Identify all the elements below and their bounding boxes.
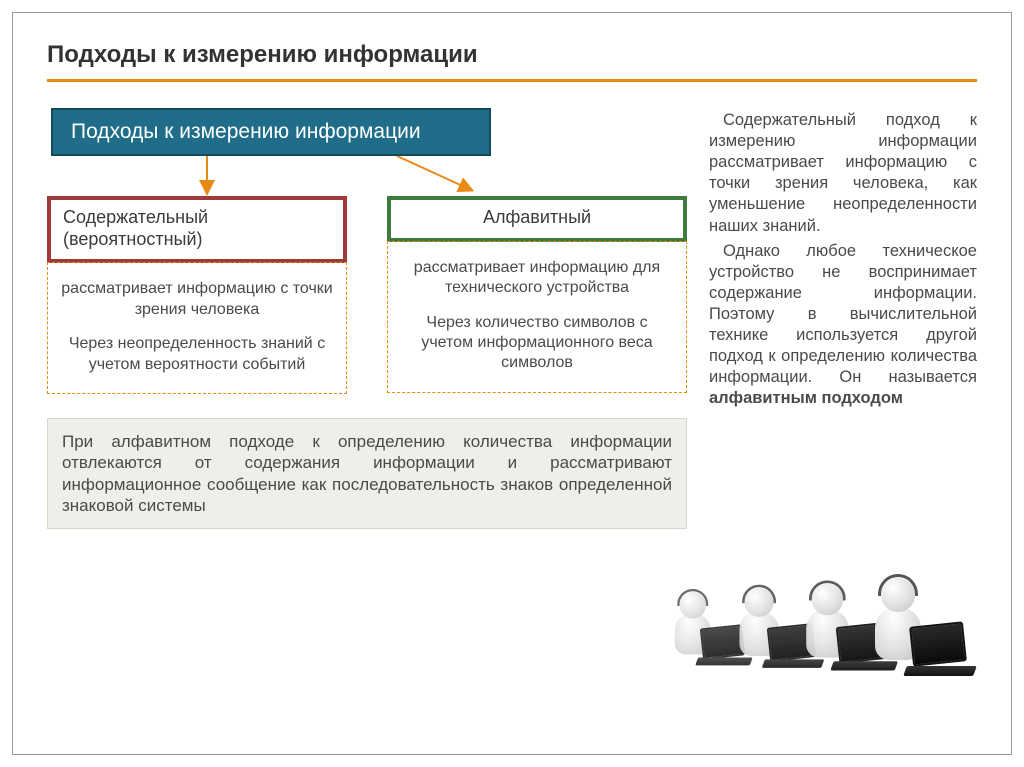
branch-left-p2: Через неопределенность знаний с учетом в…: [60, 334, 334, 375]
branch-right-head: Алфавитный: [387, 196, 687, 242]
branches-row: Содержательный (вероятностный) рассматри…: [47, 196, 687, 394]
side-p2a: Однако любое техническое устройство не в…: [709, 242, 977, 387]
branch-right: Алфавитный рассматривает информацию для …: [387, 196, 687, 394]
branch-left-head: Содержательный (вероятностный): [47, 196, 347, 263]
arrow-layer: [47, 156, 687, 196]
branch-right-p1: рассматривает информацию для техническог…: [400, 258, 674, 299]
branch-left: Содержательный (вероятностный) рассматри…: [47, 196, 347, 394]
side-text: Содержательный подход к измерению информ…: [709, 108, 977, 529]
side-p2b: алфавитным подходом: [709, 389, 903, 407]
content-row: Подходы к измерению информации Содержате…: [47, 108, 977, 529]
branch-left-body: рассматривает информацию с точки зрения …: [47, 262, 347, 394]
root-node: Подходы к измерению информации: [51, 108, 491, 156]
side-p2: Однако любое техническое устройство не в…: [709, 241, 977, 410]
branch-right-body: рассматривает информацию для техническог…: [387, 241, 687, 393]
slide-frame: Подходы к измерению информации Подходы к…: [12, 12, 1012, 755]
side-p1: Содержательный подход к измерению информ…: [709, 110, 977, 237]
arrows-svg: [47, 156, 607, 196]
branch-right-p2: Через количество символов с учетом инфор…: [400, 313, 674, 374]
illustration: [667, 556, 975, 726]
page-title: Подходы к измерению информации: [47, 41, 977, 79]
bottom-note: При алфавитном подходе к определению кол…: [47, 418, 687, 529]
diagram-column: Подходы к измерению информации Содержате…: [47, 108, 687, 529]
branch-left-p1: рассматривает информацию с точки зрения …: [60, 279, 334, 320]
title-divider: [47, 79, 977, 82]
